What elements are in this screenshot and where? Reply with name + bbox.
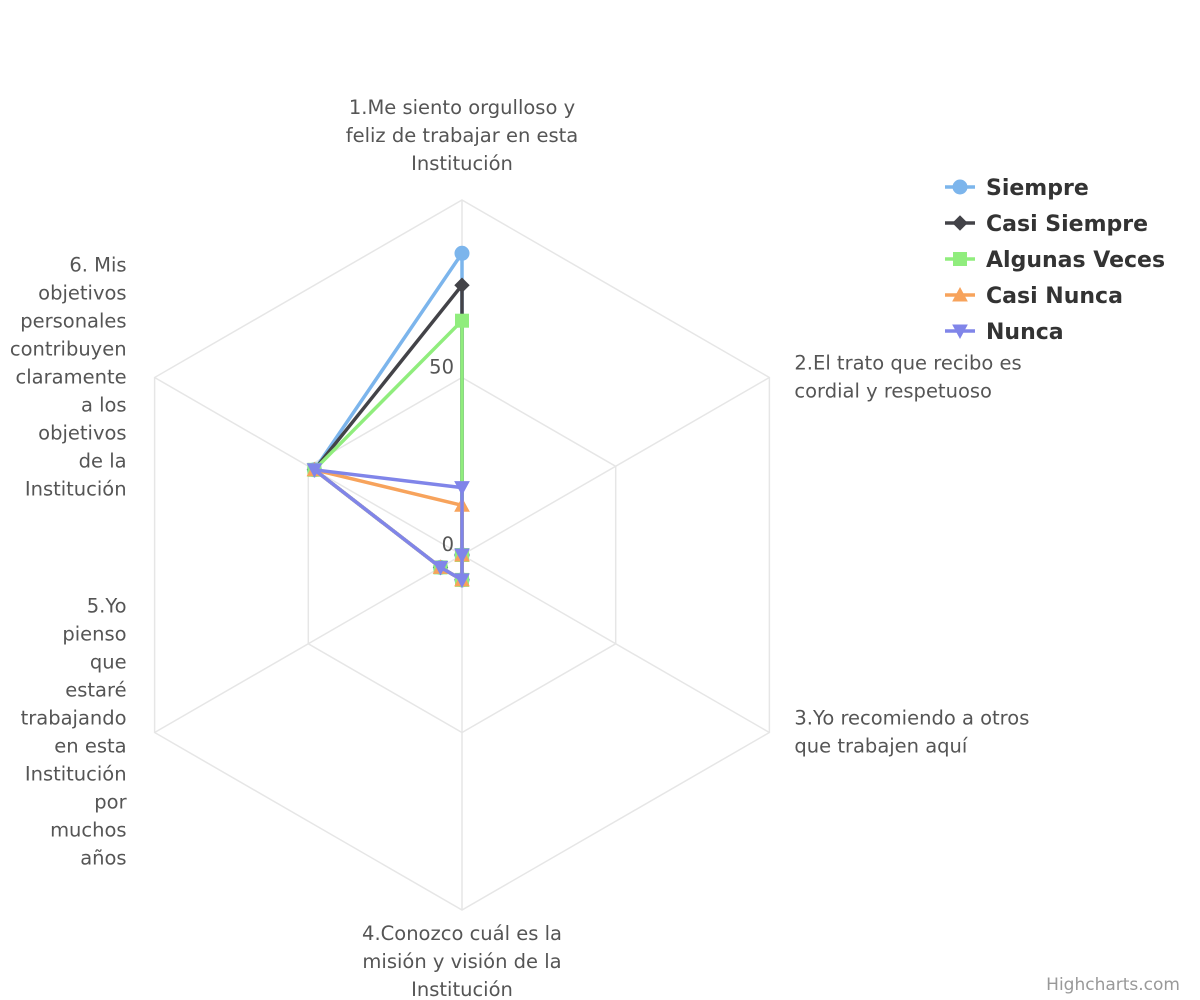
legend-label-casi-nunca: Casi Nunca [986,284,1123,309]
point-casi-siempre-1[interactable] [454,277,470,293]
category-labels: 1.Me siento orgulloso y feliz de trabajar… [10,96,1030,1000]
series-line-nunca[interactable] [312,468,464,582]
legend-label-casi-siempre: Casi Siempre [986,212,1148,237]
axis-ticks: 0 50 [429,356,454,557]
point-nunca-5[interactable] [432,560,449,576]
point-algunas-veces-1[interactable] [455,313,469,328]
tick-label-50: 50 [429,356,454,379]
series-group [306,245,470,588]
point-nunca-4[interactable] [454,573,470,588]
category-label-2: 2.El trato que recibo es cordial y respet… [794,352,1021,403]
category-label-1: 1.Me siento orgulloso y feliz de trabajar… [346,96,579,175]
legend: Siempre Casi Siempre Algunas Veces Casi Nun… [945,176,1165,345]
tick-label-0: 0 [442,533,454,556]
point-siempre-1[interactable] [454,245,470,261]
series-line-siempre[interactable] [312,251,464,582]
point-nunca-3[interactable] [454,548,470,564]
legend-item-casi-siempre[interactable]: Casi Siempre [945,212,1148,237]
series-line-casi-siempre[interactable] [312,283,464,582]
legend-marker-algunas-veces[interactable] [953,252,967,266]
category-label-6: 6. Mis objetivos personales contribuyen clar… [10,254,127,501]
grid-spoke-5 [154,554,463,734]
legend-marker-casi-siempre[interactable] [952,215,968,231]
legend-item-nunca[interactable]: Nunca [945,320,1064,345]
legend-label-nunca: Nunca [986,320,1064,345]
legend-label-algunas-veces: Algunas Veces [986,248,1165,273]
legend-item-casi-nunca[interactable]: Casi Nunca [945,284,1123,309]
category-label-3: 3.Yo recomiendo a otros que trabajen aquí [794,707,1029,758]
grid-spoke-3 [461,554,770,734]
series-nunca [306,463,470,588]
legend-item-siempre[interactable]: Siempre [945,176,1089,201]
point-nunca-6[interactable] [306,463,323,478]
grid-spoke-2 [461,376,770,556]
credits-link[interactable]: Highcharts.com [1046,975,1180,995]
legend-marker-siempre[interactable] [952,179,968,195]
category-label-5: 5.Yo pienso que estaré trabajando en esta Inst… [21,595,128,870]
legend-marker-casi-nunca[interactable] [952,286,968,302]
legend-item-algunas-veces[interactable]: Algunas Veces [945,248,1165,273]
legend-marker-nunca[interactable] [952,324,968,340]
category-label-4: 4.Conozco cuál es la misión y visión de l… [362,922,562,1000]
legend-label-siempre: Siempre [986,176,1089,201]
point-nunca-1[interactable] [454,481,470,496]
